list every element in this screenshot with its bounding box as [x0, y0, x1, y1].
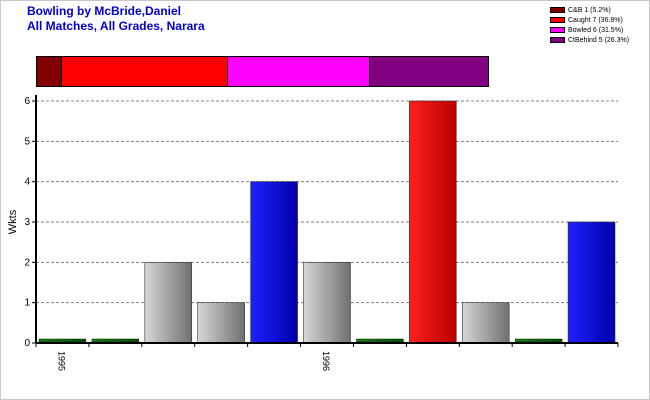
x-tick-label: 1996 — [321, 351, 331, 371]
legend-swatch — [550, 27, 565, 33]
legend-label: C&B 1 (5.2%) — [568, 6, 611, 14]
bar — [250, 181, 298, 344]
dismissal-stacked-bar — [36, 56, 489, 87]
bar — [514, 338, 563, 343]
chart-title: Bowling by McBride,Daniel — [27, 4, 182, 18]
legend-label: Bowled 6 (31.5%) — [568, 26, 624, 34]
bar — [197, 302, 245, 344]
legend-item: Caught 7 (36.8%) — [550, 15, 629, 25]
y-tick-label: 1 — [24, 298, 30, 309]
legend-swatch — [550, 37, 565, 43]
legend-label: Caught 7 (36.8%) — [568, 16, 623, 24]
bar — [567, 221, 616, 344]
bar — [461, 302, 510, 344]
stack-segment-ctbehind — [369, 57, 488, 86]
bar — [409, 100, 457, 344]
y-tick-label: 4 — [24, 177, 30, 188]
x-tick-label: 1995 — [56, 351, 66, 371]
legend: C&B 1 (5.2%) Caught 7 (36.8%) Bowled 6 (… — [550, 5, 629, 45]
bar — [356, 338, 404, 343]
bar — [91, 338, 140, 343]
legend-swatch — [550, 7, 565, 13]
chart-subtitle: All Matches, All Grades, Narara — [27, 19, 205, 33]
stack-segment-bowled — [226, 57, 370, 86]
y-axis-label: Wkts — [7, 209, 19, 234]
stack-segment-c&b — [37, 57, 61, 86]
y-tick-label: 5 — [24, 136, 30, 147]
bar — [38, 338, 87, 343]
legend-item: CtBehind 5 (26.3%) — [550, 35, 629, 45]
y-tick-label: 0 — [24, 338, 30, 349]
legend-swatch — [550, 17, 565, 23]
stack-segment-caught — [60, 57, 227, 86]
bar — [144, 262, 193, 344]
legend-item: C&B 1 (5.2%) — [550, 5, 629, 15]
legend-label: CtBehind 5 (26.3%) — [568, 36, 630, 44]
y-tick-label: 3 — [24, 217, 30, 228]
bar — [303, 262, 351, 344]
y-tick-label: 6 — [24, 96, 30, 107]
legend-item: Bowled 6 (31.5%) — [550, 25, 629, 35]
y-tick-label: 2 — [24, 257, 30, 268]
